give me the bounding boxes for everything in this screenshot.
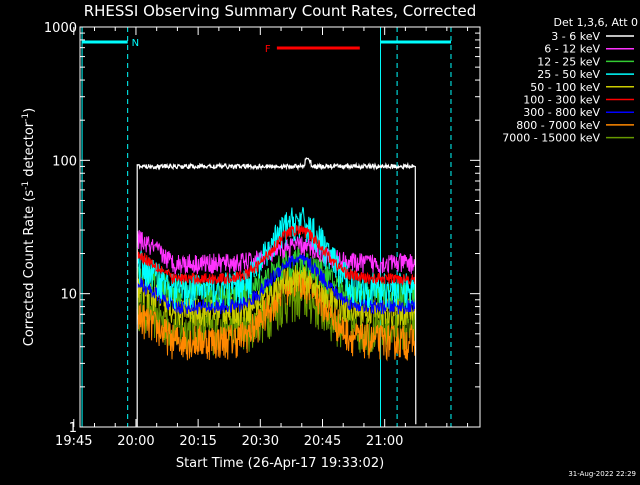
legend-label: 50 - 100 keV bbox=[530, 81, 600, 94]
x-tick-label: 19:45 bbox=[55, 434, 92, 449]
y-tick-label: 100 bbox=[52, 154, 77, 169]
plot-frame bbox=[79, 26, 481, 428]
legend-label: 6 - 12 keV bbox=[544, 43, 600, 56]
x-axis-label: Start Time (26-Apr-17 19:33:02) bbox=[176, 456, 384, 471]
x-tick-label: 20:30 bbox=[242, 434, 279, 449]
y-tick-label: 1000 bbox=[44, 21, 77, 36]
series-line bbox=[136, 157, 417, 427]
x-tick-label: 21:00 bbox=[366, 434, 403, 449]
legend-label: 12 - 25 keV bbox=[537, 55, 600, 68]
chart-title: RHESSI Observing Summary Count Rates, Co… bbox=[84, 2, 477, 20]
legend-header: Det 1,3,6, Att 0 bbox=[554, 16, 638, 29]
y-axis-label-main: Corrected Count Rate (s bbox=[22, 190, 37, 347]
legend-label: 300 - 800 keV bbox=[523, 106, 600, 119]
series-line bbox=[136, 267, 416, 362]
y-axis-label-end: ) bbox=[22, 108, 37, 113]
y-axis-label-mid: detector bbox=[22, 121, 37, 181]
flare-label: F bbox=[265, 44, 271, 55]
series-line bbox=[136, 225, 416, 286]
y-axis-label: Corrected Count Rate (s-1 detector-1) bbox=[21, 108, 37, 346]
x-tick-label: 20:45 bbox=[304, 434, 341, 449]
plot-area: NF bbox=[81, 27, 452, 427]
legend-label: 3 - 6 keV bbox=[551, 30, 600, 43]
axes: 19:45 20:00 20:15 20:30 20:45 21:00 1 10 100 1000 bbox=[44, 21, 481, 449]
y-tick-label: 1 bbox=[69, 421, 77, 436]
night-label: N bbox=[132, 38, 139, 49]
y-tick-label: 10 bbox=[60, 288, 77, 303]
y-axis-label-sup2: -1 bbox=[21, 113, 31, 122]
legend-label: 800 - 7000 keV bbox=[516, 119, 600, 132]
legend-label: 25 - 50 keV bbox=[537, 68, 600, 81]
x-tick-label: 20:00 bbox=[117, 434, 154, 449]
timestamp: 31-Aug-2022 22:29 bbox=[568, 470, 636, 478]
legend-label: 100 - 300 keV bbox=[523, 94, 600, 107]
x-tick-label: 20:15 bbox=[179, 434, 216, 449]
y-axis-label-sup1: -1 bbox=[21, 181, 31, 190]
legend-label: 7000 - 15000 keV bbox=[502, 132, 600, 145]
